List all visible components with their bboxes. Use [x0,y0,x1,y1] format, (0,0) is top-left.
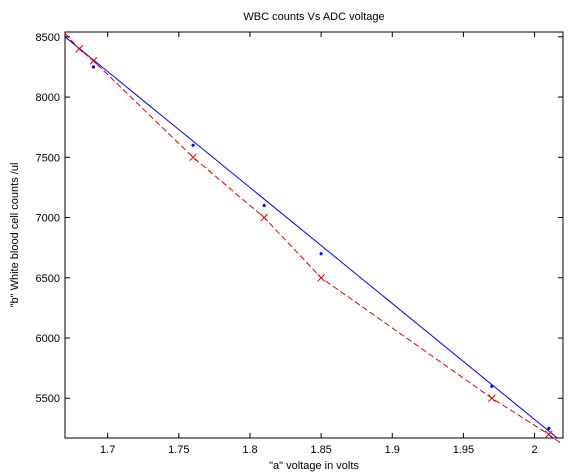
y-tick-label: 7000 [36,213,60,225]
series-2-point [317,273,325,282]
series-1-point [91,65,96,69]
series-1-point [490,384,494,388]
x-tick-label: 1.7 [100,444,115,456]
x-tick-label: 1.95 [453,444,474,456]
y-tick-label: 8500 [36,32,60,44]
series-2-point [488,394,496,403]
series-2-point [260,213,269,222]
y-tick-label: 7500 [36,152,60,164]
x-tick-label: 1.85 [310,444,331,456]
y-tick-label: 6000 [36,333,60,345]
y-tick-label: 6500 [36,273,60,285]
series-layer [64,32,561,444]
x-tick-label: 1.75 [168,444,189,456]
chart-title: WBC counts Vs ADC voltage [243,11,384,23]
series-1-point [191,143,195,147]
x-tick-label: 1.9 [385,444,400,456]
plot-area [64,31,564,439]
series-1-point [547,426,551,430]
y-axis-label: "b" White blood cell counts /ul [9,163,21,308]
series-2-point [75,45,84,53]
y-tick-label: 5500 [36,393,60,405]
series-1-point [319,252,323,256]
y-tick-label: 8000 [36,92,60,104]
series-2-point [189,153,197,162]
x-tick-label: 2 [531,444,537,456]
series-2-point [89,57,98,65]
series-2-point [544,430,553,439]
axis-ticks: 1.7 1.75 1.8 1.85 1.9 1.95 2 5500 6000 6500 7000 75… [36,32,563,456]
x-axis-label: "a" voltage in volts [269,460,359,472]
series-1-point [262,203,266,208]
series-1-line [64,36,558,439]
x-tick-label: 1.8 [242,444,257,456]
